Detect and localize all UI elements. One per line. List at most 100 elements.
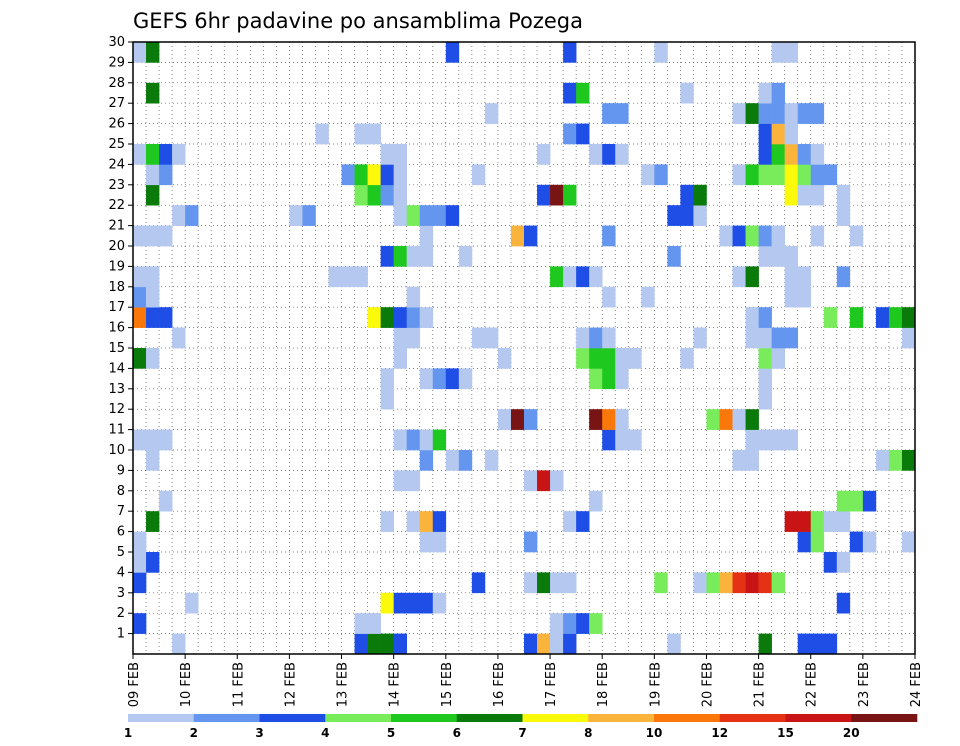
- colorbar-label: 3: [255, 726, 263, 740]
- precip-cell: [602, 348, 616, 369]
- precip-cell: [602, 368, 616, 390]
- precip-cell: [146, 164, 160, 186]
- precip-cell: [797, 184, 812, 206]
- precip-cell: [146, 552, 160, 573]
- precip-cell: [745, 103, 759, 124]
- precip-cell: [432, 511, 447, 532]
- x-tick-label: 16 FEB: [492, 662, 507, 707]
- colorbar-segment: [654, 714, 721, 722]
- precip-cell: [432, 592, 447, 614]
- precip-cell: [602, 327, 616, 349]
- y-tick-label: 5: [117, 545, 125, 560]
- y-tick-label: 30: [108, 35, 125, 50]
- precip-cell: [771, 225, 785, 247]
- precip-cell: [550, 572, 564, 594]
- precip-cell: [393, 184, 407, 206]
- precip-cell: [406, 592, 421, 614]
- precip-cell: [576, 613, 590, 634]
- precip-cell: [576, 123, 590, 145]
- precip-cell: [771, 327, 785, 349]
- precip-cell: [393, 327, 407, 349]
- precip-cell: [758, 103, 772, 124]
- precip-cell: [484, 450, 499, 471]
- precip-cell: [393, 633, 407, 655]
- precip-cell: [615, 103, 629, 124]
- precip-cell: [406, 307, 421, 328]
- precip-cell: [563, 184, 577, 206]
- precip-cell: [458, 450, 473, 471]
- precip-cell: [133, 531, 147, 553]
- precip-cell: [393, 144, 407, 165]
- precip-cell: [367, 164, 381, 186]
- precip-cell: [563, 82, 577, 104]
- precip-cell: [810, 511, 825, 532]
- precip-cell: [133, 572, 147, 594]
- y-tick-label: 11: [108, 423, 125, 438]
- precip-cell: [810, 633, 825, 655]
- precip-cell: [471, 572, 486, 594]
- precip-cell: [393, 348, 407, 369]
- precip-cell: [445, 205, 460, 226]
- precip-cell: [602, 286, 616, 308]
- precip-cell: [419, 225, 434, 247]
- precip-cell: [159, 164, 173, 186]
- precip-cell: [732, 164, 746, 186]
- precip-cell: [537, 633, 551, 655]
- precip-cell: [615, 348, 629, 369]
- x-tick-label: 11 FEB: [231, 662, 246, 707]
- precip-cell: [732, 450, 746, 471]
- precip-cell: [550, 470, 564, 492]
- precip-cell: [849, 490, 864, 512]
- precip-cell: [888, 307, 903, 328]
- precip-cell: [484, 103, 499, 124]
- y-tick-label: 26: [108, 117, 125, 132]
- precip-cell: [667, 205, 681, 226]
- precip-cell: [445, 42, 460, 63]
- precip-cell: [771, 123, 785, 145]
- y-tick-label: 8: [117, 484, 125, 499]
- precip-cell: [471, 164, 486, 186]
- precip-cell: [550, 613, 564, 634]
- colorbar-label: 6: [453, 726, 461, 740]
- colorbar-segment: [522, 714, 589, 722]
- precip-cell: [393, 205, 407, 226]
- y-tick-label: 22: [108, 198, 125, 213]
- precip-cell: [758, 82, 772, 104]
- precip-cell: [797, 144, 812, 165]
- precip-cell: [758, 144, 772, 165]
- precip-cell: [510, 225, 525, 247]
- precip-cell: [185, 205, 199, 226]
- precip-cell: [537, 470, 551, 492]
- precip-cell: [589, 409, 603, 430]
- x-tick-label: 13 FEB: [336, 662, 351, 707]
- precip-cell: [654, 572, 668, 594]
- plot-frame: [132, 41, 916, 655]
- precip-cell: [667, 633, 681, 655]
- precip-cell: [445, 368, 460, 390]
- y-tick-label: 16: [108, 321, 125, 336]
- precip-cell: [133, 552, 147, 573]
- precip-cell: [302, 205, 316, 226]
- precip-cell: [706, 409, 720, 430]
- precip-cell: [576, 266, 590, 288]
- precip-cell: [758, 348, 772, 369]
- x-tick-label: 14 FEB: [388, 662, 403, 707]
- precip-cell: [823, 552, 838, 573]
- precip-cell: [133, 225, 147, 247]
- precip-cell: [133, 348, 147, 369]
- precip-cell: [693, 327, 707, 349]
- precip-cell: [393, 164, 407, 186]
- y-tick-label: 1: [117, 627, 125, 642]
- precip-cell: [432, 531, 447, 553]
- precip-cell: [537, 144, 551, 165]
- precip-cell: [784, 327, 798, 349]
- y-tick-label: 23: [108, 178, 125, 193]
- precip-cell: [432, 205, 447, 226]
- precip-cell: [732, 409, 746, 430]
- precip-cell: [771, 103, 785, 124]
- precip-cell: [367, 633, 381, 655]
- colorbar-segment: [588, 714, 655, 722]
- precip-cell: [758, 246, 772, 267]
- precip-cell: [419, 307, 434, 328]
- precip-cell: [341, 266, 355, 288]
